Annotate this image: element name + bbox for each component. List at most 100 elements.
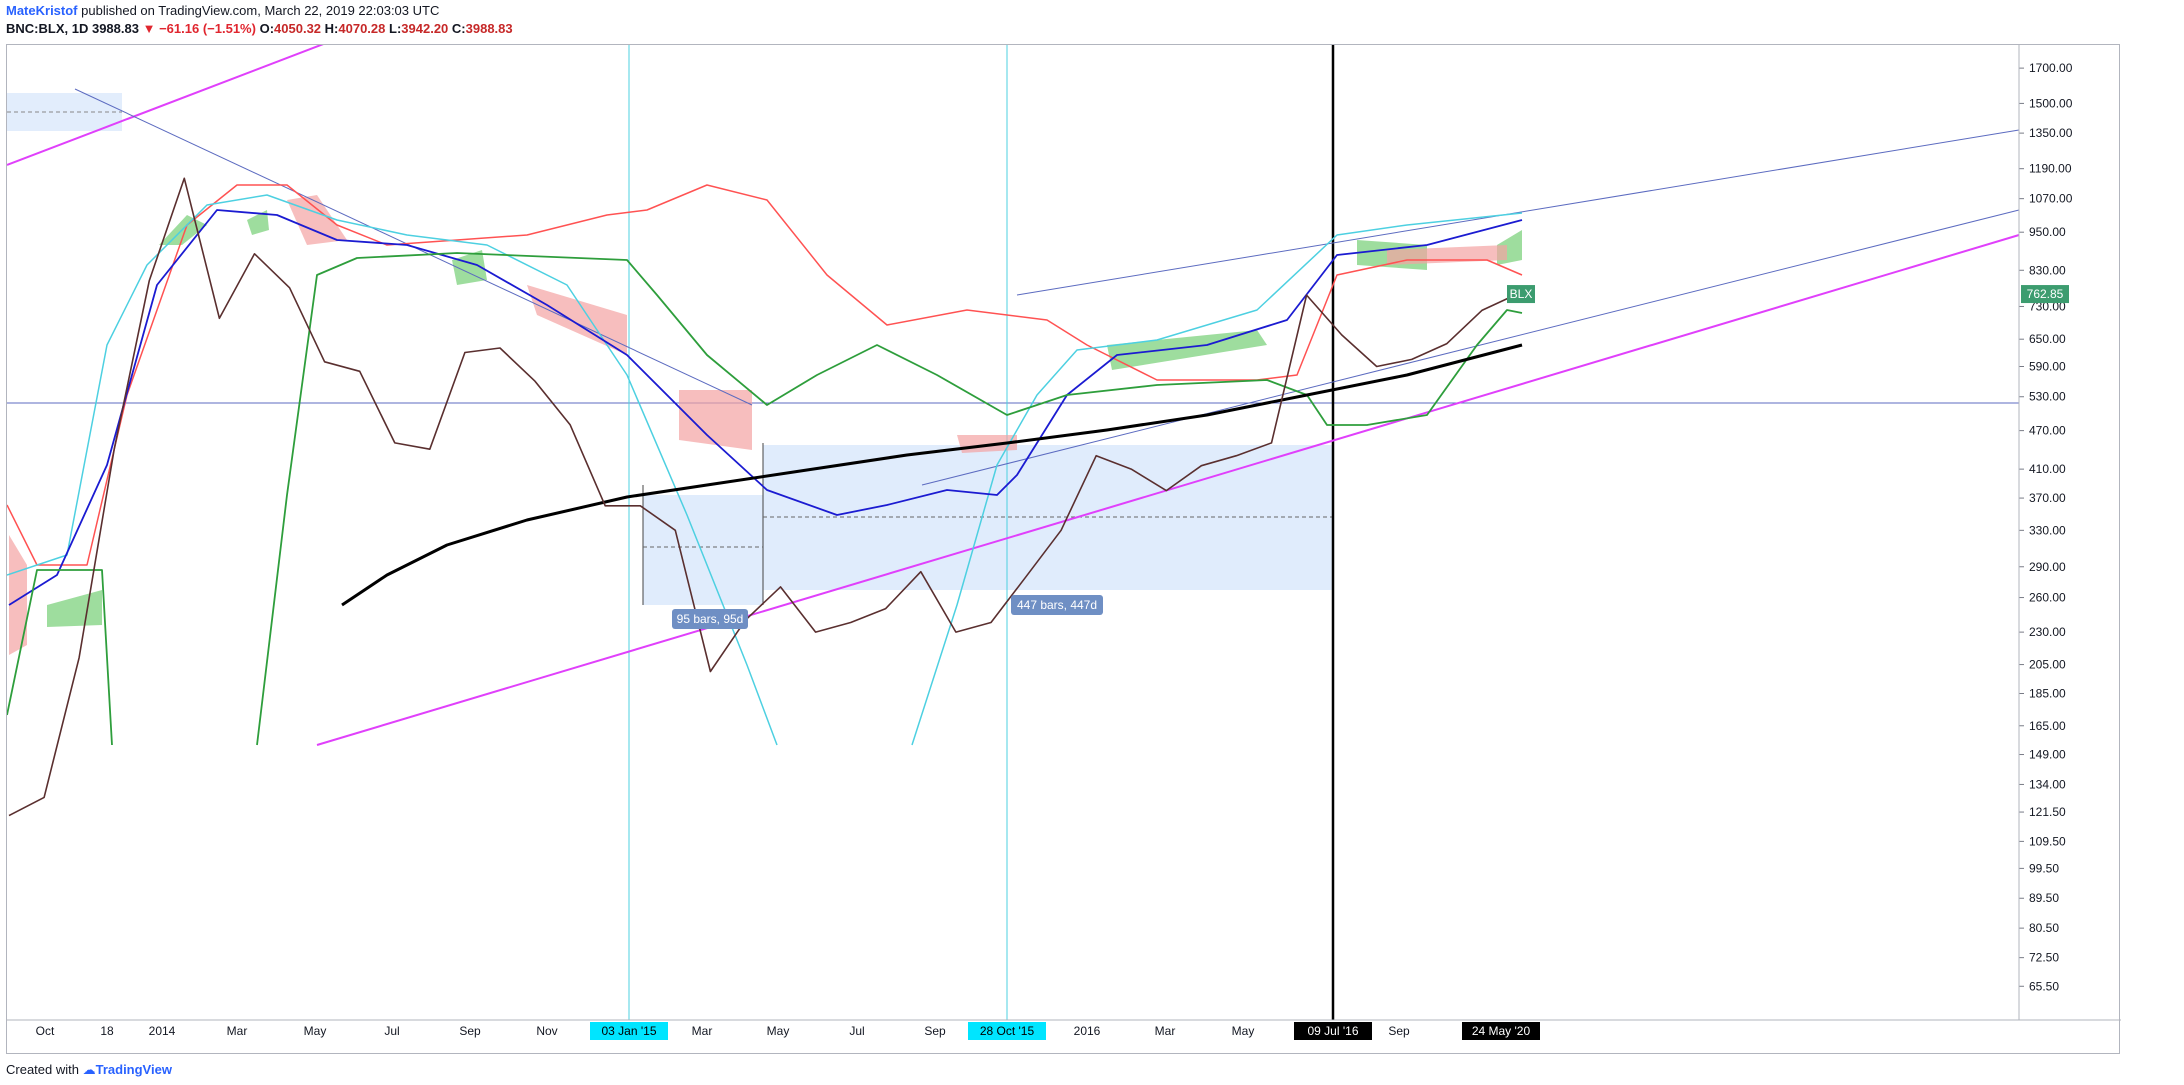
y-tick-label-1: 72.50 (2029, 951, 2059, 965)
y-tick-label-24: 950.00 (2029, 225, 2066, 239)
chart-header: MateKristof published on TradingView.com… (6, 2, 1406, 42)
date-range-box-1 (643, 495, 763, 605)
y-tick-label-14: 290.00 (2029, 560, 2066, 574)
indicator-green-2 (256, 252, 1523, 746)
symbol-info: BNC:BLX, 1D 3988.83 ▼ −61.16 (−1.51%) O:… (6, 20, 1406, 38)
cloud-bull-3 (1107, 330, 1267, 370)
x-tick-label-15: Mar (1155, 1024, 1176, 1038)
y-tick-label-10: 185.00 (2029, 687, 2066, 701)
cloud-bull-5 (47, 590, 102, 627)
x-tick-label-5: Jul (384, 1024, 399, 1038)
y-tick-label-0: 65.50 (2029, 979, 2059, 993)
price-chart[interactable]: 65.50 72.50 80.50 89.50 99.50 109.50 121.50 134… (7, 45, 2121, 1055)
chart-area[interactable]: 65.50 72.50 80.50 89.50 99.50 109.50 121.50 134… (6, 44, 2121, 1055)
x-tick-label-11: Jul (849, 1024, 864, 1038)
publish-info: MateKristof published on TradingView.com… (6, 2, 1406, 20)
y-tick-label-7: 134.00 (2029, 777, 2066, 791)
y-tick-label-12: 230.00 (2029, 625, 2066, 639)
x-tick-label-20: 24 May '20 (1472, 1024, 1531, 1038)
last-price-symbol-bg (1507, 285, 1535, 304)
cloud-bear-3 (9, 535, 27, 655)
date-range-label-bg-2 (1011, 595, 1103, 615)
low-value: 3942.20 (401, 21, 449, 36)
y-tick-label-17: 410.00 (2029, 462, 2066, 476)
y-tick-label-2: 80.50 (2029, 921, 2059, 935)
last-price-tag: 762.85 (2027, 287, 2064, 301)
last-price: 3988.83 (91, 21, 139, 36)
y-tick-label-6: 121.50 (2029, 805, 2066, 819)
tradingview-logo-icon: ☁ (82, 1062, 96, 1077)
published-text: published on TradingView.com, March 22, … (81, 3, 440, 18)
y-tick-label-20: 590.00 (2029, 360, 2066, 374)
cloud-bull-2 (452, 250, 487, 285)
down-arrow-icon: ▼ (142, 21, 156, 36)
cloud-bull-1 (247, 210, 269, 235)
x-tick-label-18: Sep (1388, 1024, 1410, 1038)
date-range-label-2: 447 bars, 447d (1017, 598, 1097, 612)
low-label: L: (389, 21, 402, 36)
y-tick-label-4: 99.50 (2029, 861, 2059, 875)
indicator-red (7, 184, 1523, 566)
symbol-name: BNC:BLX, 1D (6, 21, 89, 36)
x-tick-label-7: Nov (536, 1024, 557, 1038)
y-tick-label-15: 330.00 (2029, 523, 2066, 537)
x-tick-label-0: Oct (36, 1024, 55, 1038)
y-tick-label-8: 149.00 (2029, 748, 2066, 762)
moving-average-black (341, 343, 1523, 607)
x-label-bg-20 (1462, 1022, 1540, 1040)
x-tick-label-10: May (767, 1024, 790, 1038)
x-tick-label-8: 03 Jan '15 (601, 1024, 656, 1038)
y-tick-label-5: 109.50 (2029, 834, 2066, 848)
high-label: H: (324, 21, 339, 36)
price-change: −61.16 (−1.51%) (159, 21, 256, 36)
x-tick-label-3: Mar (227, 1024, 248, 1038)
cloud-bear-2 (679, 390, 752, 450)
x-tick-label-4: May (304, 1024, 327, 1038)
indicator-green-1 (7, 569, 113, 746)
indicator-blue (8, 209, 1523, 606)
cloud-bear-1 (527, 285, 627, 355)
date-range-label-1: 95 bars, 95d (677, 612, 744, 626)
tradingview-brand[interactable]: TradingView (95, 1062, 172, 1077)
y-tick-label-13: 260.00 (2029, 591, 2066, 605)
y-tick-label-9: 165.00 (2029, 719, 2066, 733)
x-tick-label-13: 28 Oct '15 (980, 1024, 1035, 1038)
x-label-bg-13 (968, 1022, 1046, 1040)
x-tick-label-1: 18 (100, 1024, 114, 1038)
open-label: O: (259, 21, 275, 36)
x-tick-label-2: 2014 (149, 1024, 176, 1038)
x-tick-label-12: Sep (924, 1024, 946, 1038)
y-tick-label-26: 1190.00 (2029, 162, 2072, 176)
y-tick-label-16: 370.00 (2029, 491, 2066, 505)
close-label: C: (451, 21, 466, 36)
close-value: 3988.83 (465, 21, 513, 36)
indicator-cyan-2 (911, 212, 1523, 746)
x-label-bg-8 (590, 1022, 668, 1040)
high-value: 4070.28 (338, 21, 386, 36)
indicator-cyan-1 (7, 194, 778, 746)
y-tick-label-28: 1500.00 (2029, 96, 2073, 110)
x-label-bg-17 (1294, 1022, 1372, 1040)
x-tick-label-14: 2016 (1074, 1024, 1101, 1038)
y-tick-label-25: 1070.00 (2029, 192, 2073, 206)
x-tick-label-17: 09 Jul '16 (1308, 1024, 1359, 1038)
y-tick-label-21: 650.00 (2029, 332, 2066, 346)
x-tick-label-16: May (1232, 1024, 1255, 1038)
footer: Created with ☁TradingView (6, 1060, 172, 1080)
author-link[interactable]: MateKristof (6, 3, 78, 18)
open-value: 4050.32 (274, 21, 322, 36)
y-tick-label-23: 830.00 (2029, 263, 2066, 277)
channel-upper (1016, 129, 2020, 296)
trendline-magenta-top (7, 45, 324, 166)
y-tick-label-18: 470.00 (2029, 424, 2066, 438)
x-tick-label-6: Sep (459, 1024, 481, 1038)
channel-lower (921, 209, 2020, 486)
date-range-label-bg-1 (672, 609, 748, 629)
price-line (8, 177, 1518, 817)
last-price-tag-bg (2021, 285, 2069, 304)
last-price-symbol: BLX (1510, 287, 1533, 301)
y-tick-label-19: 530.00 (2029, 390, 2066, 404)
created-with-text: Created with (6, 1062, 79, 1077)
y-tick-label-27: 1350.00 (2029, 126, 2073, 140)
x-tick-label-9: Mar (692, 1024, 713, 1038)
